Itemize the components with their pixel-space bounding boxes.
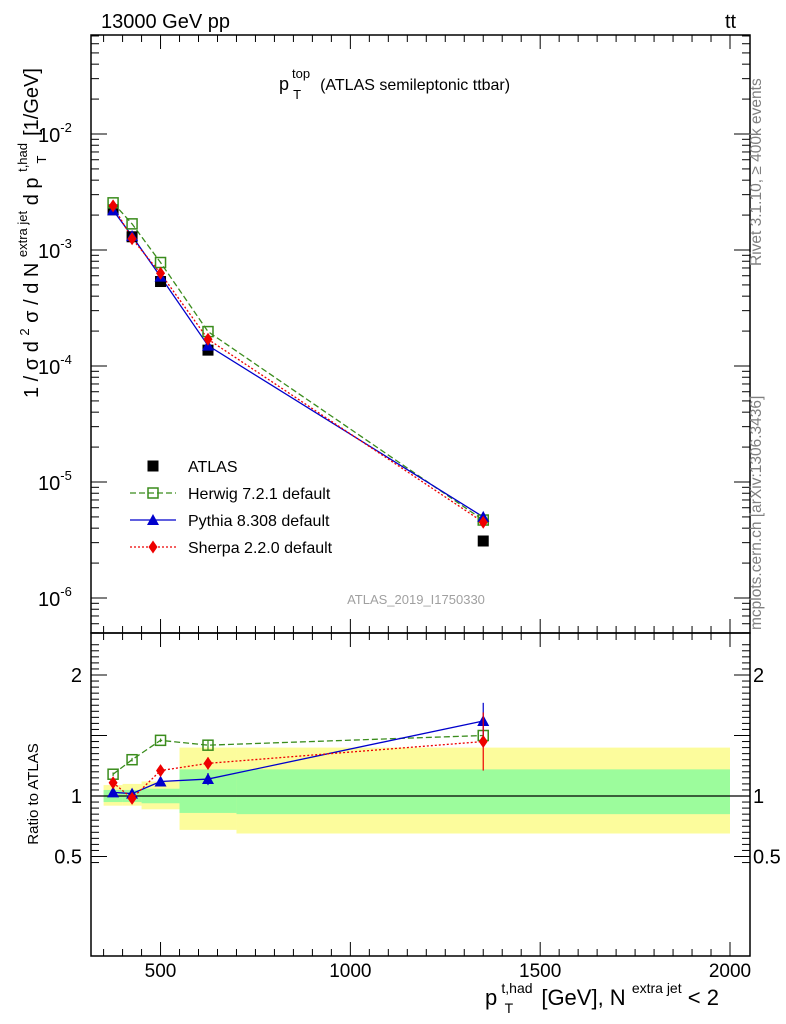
main-y-tick-label: 10-2 — [38, 120, 72, 147]
ratio-point-2-2 — [156, 764, 166, 778]
ratio-plot-series — [107, 702, 490, 805]
ratio-y-tick-label-right: 1 — [753, 786, 764, 808]
xlabel-sup-thad: t,had — [501, 980, 532, 996]
title-base: p — [279, 74, 289, 94]
legend-marker-1 — [147, 487, 159, 499]
main-y-tick-label: 10-4 — [38, 352, 72, 379]
ratio-point-2-3 — [203, 756, 213, 770]
ratio-y-tick-label-right: 0.5 — [753, 847, 781, 869]
ylabel-sup-extra: extra jet — [15, 210, 30, 257]
ratio-point-2-0 — [108, 776, 118, 790]
legend-label-0: ATLAS — [188, 459, 238, 476]
plot-frames — [90, 34, 751, 957]
ylabel-unit: [1/GeV] — [21, 68, 43, 136]
main-point-1-1 — [126, 218, 138, 230]
ylabel-sup-thad: t,had — [15, 143, 30, 172]
main-point-0-4 — [477, 535, 489, 547]
x-tick-label: 1000 — [329, 961, 371, 982]
ylabel-sub-t: T — [34, 155, 49, 163]
ylabel-d: d p — [21, 177, 43, 205]
main-point-3-3 — [203, 332, 213, 346]
tick-base: 10 — [38, 473, 60, 495]
xlabel-end: < 2 — [688, 985, 719, 1010]
x-tick-label: 2000 — [709, 961, 751, 982]
main-title: p top T (ATLAS semileptonic ttbar) — [279, 62, 510, 103]
ratio-point-2-1 — [127, 791, 137, 805]
tick-exponent: -3 — [60, 236, 72, 251]
main-point-3-1 — [127, 232, 137, 246]
main-plot-series — [107, 197, 490, 547]
ratio-y-tick-label-right: 2 — [753, 665, 764, 687]
main-point-3-2 — [156, 266, 166, 280]
tick-exponent: -5 — [60, 468, 72, 483]
tick-base: 10 — [38, 125, 60, 147]
process-label: tt — [725, 11, 737, 33]
legend-label-3: Sherpa 2.2.0 default — [188, 540, 333, 557]
main-y-tick-label: 10-3 — [38, 236, 72, 263]
ylabel-sup2: 2 — [17, 328, 32, 335]
main-series-line-3 — [112, 205, 484, 523]
xlabel-sub-t: T — [505, 1000, 514, 1016]
legend-label-2: Pythia 8.308 default — [188, 513, 330, 530]
xlabel-sup-extra: extra jet — [632, 980, 682, 996]
tick-base: 10 — [38, 357, 60, 379]
legend-marker-3 — [148, 540, 158, 554]
legend: ATLAS Herwig 7.2.1 default Pythia 8.308 de… — [130, 459, 333, 557]
rivet-note: Rivet 3.1.10, ≥ 400k events — [748, 78, 765, 266]
xlabel-p: p — [485, 985, 497, 1010]
tick-exponent: -2 — [60, 120, 72, 135]
ratio-y-tick-label: 1 — [71, 786, 82, 808]
x-tick-label: 500 — [145, 961, 177, 982]
ratio-y-tick-label: 0.5 — [54, 847, 82, 869]
ylabel-prefix: 1 / σ d — [21, 341, 43, 398]
x-axis-label: p t,had T [GeV], N extra jet < 2 — [485, 973, 719, 1018]
main-point-3-4 — [478, 515, 488, 529]
tick-base: 10 — [38, 589, 60, 611]
tick-exponent: -6 — [60, 584, 72, 599]
main-series-line-1 — [112, 202, 484, 521]
ratio-plot-frame — [90, 632, 751, 957]
legend-marker-0 — [147, 460, 159, 472]
title-rest: (ATLAS semileptonic ttbar) — [320, 77, 510, 94]
title-sub: T — [293, 87, 301, 102]
main-series-line-2 — [112, 209, 484, 518]
x-tick-label: 1500 — [519, 961, 561, 982]
ylabel-mid: σ / d N — [21, 263, 43, 323]
ratio-point-0-2 — [154, 734, 167, 747]
main-y-label: 1 / σ d 2 σ / d N extra jet d p t,had T … — [10, 68, 51, 398]
main-point-3-0 — [108, 199, 118, 213]
ratio-point-1-0 — [107, 786, 120, 798]
analysis-id: ATLAS_2019_I1750330 — [347, 592, 485, 607]
energy-label: 13000 GeV pp — [101, 11, 230, 33]
source-note: mcplots.cern.ch [arXiv:1306.3436] — [748, 395, 765, 630]
legend-label-1: Herwig 7.2.1 default — [188, 486, 331, 503]
ratio-y-tick-label: 2 — [71, 665, 82, 687]
ratio-point-1-2 — [154, 775, 167, 787]
ratio-point-0-3 — [202, 739, 214, 751]
ratio-point-0-1 — [126, 753, 138, 766]
ratio-point-2-4 — [478, 735, 488, 749]
legend-marker-2 — [147, 514, 159, 525]
stat-band-4 — [236, 769, 730, 815]
process-bar: ¯ — [735, 0, 748, 19]
tick-exponent: -4 — [60, 352, 72, 367]
ratio-y-label: Ratio to ATLAS — [25, 743, 42, 844]
main-y-tick-label: 10-5 — [38, 468, 72, 495]
ratio-uncertainty-bands — [103, 747, 730, 834]
xlabel-mid: [GeV], N — [541, 985, 625, 1010]
tick-base: 10 — [38, 241, 60, 263]
ratio-point-1-3 — [201, 773, 214, 785]
process-base: tt — [725, 11, 737, 33]
title-sup: top — [292, 66, 310, 81]
main-y-tick-label: 10-6 — [38, 584, 72, 611]
